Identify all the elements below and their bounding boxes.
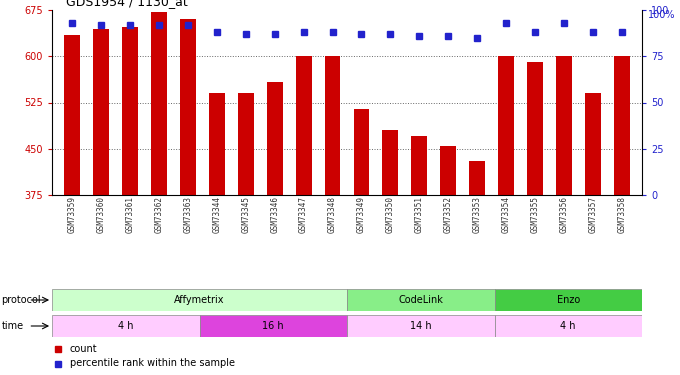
Bar [498, 56, 514, 195]
Bar [614, 56, 630, 195]
Bar [527, 62, 543, 195]
Bar [382, 130, 398, 195]
Bar [469, 161, 485, 195]
Bar [180, 19, 196, 195]
Text: Affymetrix: Affymetrix [174, 295, 225, 305]
Bar [122, 27, 138, 195]
Text: 14 h: 14 h [410, 321, 432, 331]
Text: 4 h: 4 h [118, 321, 133, 331]
Bar [93, 28, 109, 195]
Text: time: time [1, 321, 24, 331]
Text: GDS1954 / 1130_at: GDS1954 / 1130_at [65, 0, 188, 8]
Bar [199, 315, 347, 337]
Text: 100%: 100% [648, 10, 675, 20]
Text: count: count [70, 344, 97, 354]
Bar [347, 315, 494, 337]
Bar [151, 12, 167, 195]
Bar [585, 93, 601, 195]
Bar [52, 289, 347, 311]
Bar [65, 34, 80, 195]
Bar [411, 136, 427, 195]
Bar [494, 289, 642, 311]
Text: 4 h: 4 h [560, 321, 576, 331]
Text: CodeLink: CodeLink [398, 295, 443, 305]
Bar [347, 289, 494, 311]
Bar [238, 93, 254, 195]
Bar [494, 315, 642, 337]
Bar [209, 93, 225, 195]
Bar [556, 56, 572, 195]
Bar [324, 56, 341, 195]
Text: 16 h: 16 h [262, 321, 284, 331]
Bar [296, 56, 311, 195]
Bar [440, 146, 456, 195]
Text: protocol: protocol [1, 295, 41, 305]
Text: Enzo: Enzo [557, 295, 580, 305]
Bar [267, 82, 283, 195]
Text: percentile rank within the sample: percentile rank within the sample [70, 358, 235, 369]
Bar [52, 315, 199, 337]
Bar [354, 109, 369, 195]
